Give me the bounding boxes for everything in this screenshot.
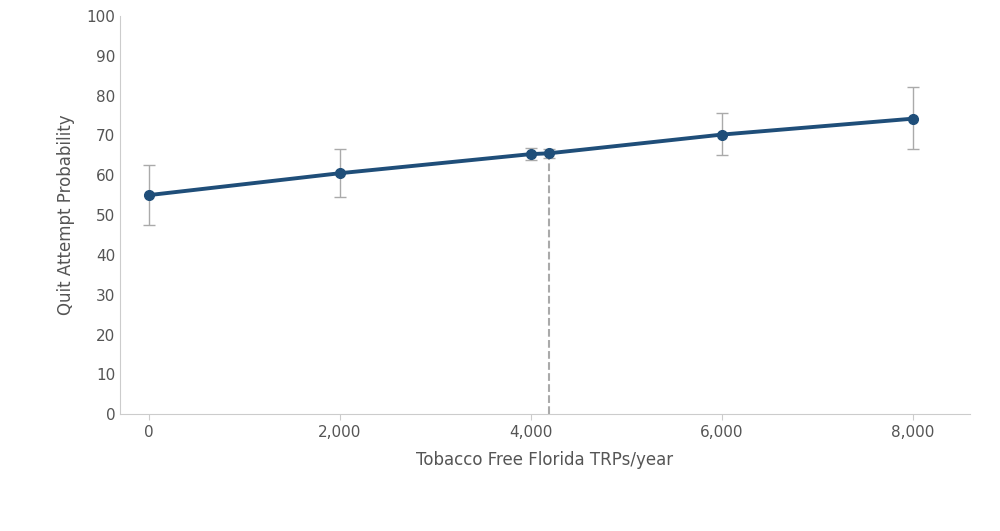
Y-axis label: Quit Attempt Probability: Quit Attempt Probability (57, 115, 75, 315)
Predicted quit attempt probability (907, 116, 919, 122)
Predicted quit attempt probability (334, 170, 346, 176)
Average TRPs (543, 411, 555, 417)
Predicted quit attempt probability (716, 132, 728, 138)
X-axis label: Tobacco Free Florida TRPs/year: Tobacco Free Florida TRPs/year (416, 451, 674, 469)
Average TRPs (543, 150, 555, 157)
Predicted quit attempt probability (525, 151, 537, 157)
Predicted quit attempt probability (143, 192, 155, 199)
Predicted quit attempt probability (543, 150, 555, 157)
Line: Predicted quit attempt probability: Predicted quit attempt probability (144, 114, 918, 200)
